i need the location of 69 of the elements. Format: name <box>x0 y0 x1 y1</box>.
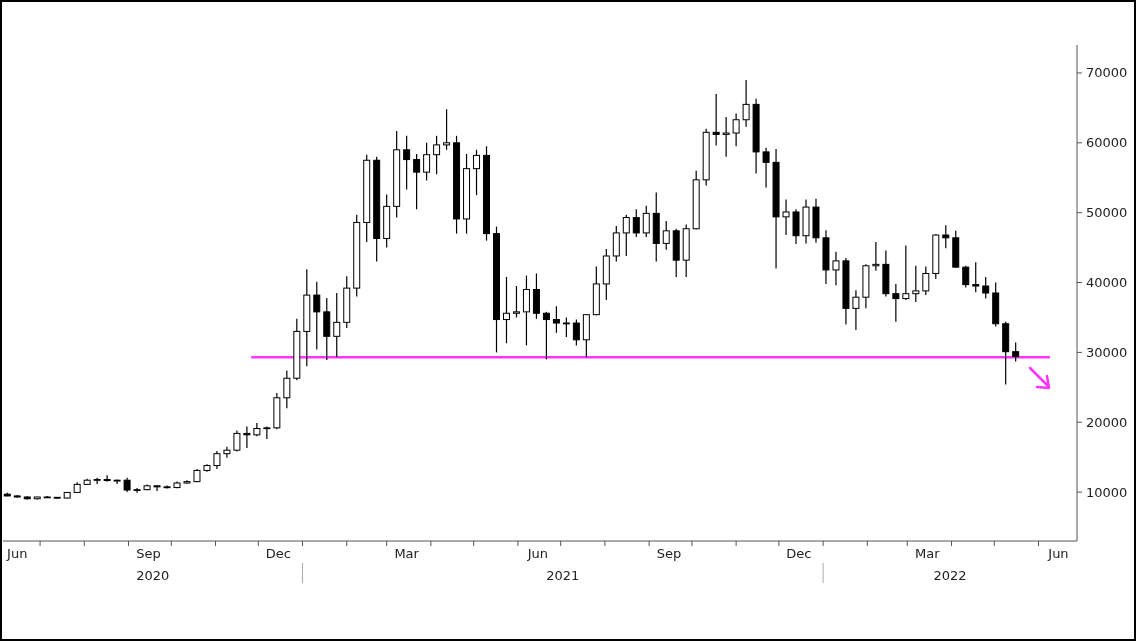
candlestick <box>243 425 251 449</box>
y-tick-label: 30000 <box>1086 344 1128 360</box>
x-tick-label: Sep <box>656 546 682 561</box>
candlestick <box>562 316 570 338</box>
x-tick-label: Mar <box>394 546 420 561</box>
candlestick <box>732 112 740 147</box>
text: 2021 <box>546 568 580 583</box>
candlestick <box>632 208 640 238</box>
y-tick-label: 20000 <box>1086 414 1128 430</box>
candlestick <box>443 108 451 151</box>
candlestick <box>912 265 920 303</box>
y-tick-label: 60000 <box>1086 135 1128 151</box>
candlestick <box>872 241 880 272</box>
x-tick-label: Dec <box>786 546 812 561</box>
candlestick <box>942 224 950 249</box>
candlestick <box>433 135 441 175</box>
candlestick <box>962 265 970 289</box>
candlestick <box>233 430 241 453</box>
candlestick <box>473 149 481 196</box>
candlestick <box>832 251 840 286</box>
candlestick <box>762 147 770 189</box>
candlestick <box>532 272 540 320</box>
x-tick-label: Sep <box>136 546 161 561</box>
candlestick <box>103 474 111 483</box>
text: 2020 <box>136 568 170 583</box>
candlestick <box>163 484 171 490</box>
candlestick <box>502 276 510 344</box>
candlestick <box>782 198 790 236</box>
candlestick <box>892 283 900 323</box>
candlestick <box>512 285 520 319</box>
candlestick <box>972 261 980 293</box>
candlestick <box>542 311 550 360</box>
candlestick <box>622 214 630 257</box>
candlestick <box>133 487 141 494</box>
candlestick <box>642 205 650 238</box>
y-tick-label: 10000 <box>1086 484 1128 500</box>
candlestick <box>213 450 221 470</box>
candlestick <box>522 274 530 346</box>
candlestick <box>283 369 291 409</box>
candlestick <box>263 425 271 440</box>
y-tick-label: 70000 <box>1086 65 1128 81</box>
candlestick <box>223 446 231 459</box>
candlestick <box>792 208 800 245</box>
candlestick <box>982 276 990 300</box>
candlestick <box>742 79 750 128</box>
y-tick-label: 40000 <box>1086 275 1128 291</box>
x-tick-label: Jun <box>6 546 28 561</box>
x-tick-label: Dec <box>265 546 291 561</box>
candlestick <box>333 292 341 358</box>
candlestick <box>722 116 730 158</box>
candlestick <box>93 477 101 485</box>
candlestick <box>662 220 670 251</box>
text: 2022 <box>933 568 967 583</box>
candlestick <box>712 93 720 147</box>
x-tick-label: Jun <box>526 546 549 561</box>
candlestick <box>403 135 411 191</box>
candlestick <box>612 225 620 263</box>
candlestick <box>922 265 930 296</box>
candlestick <box>852 289 860 331</box>
y-tick-label: 50000 <box>1086 205 1128 221</box>
candlestick <box>1012 342 1020 363</box>
candlestick <box>313 281 321 351</box>
candlestick <box>552 305 560 334</box>
candlestick <box>413 153 421 210</box>
candlestick <box>423 142 431 182</box>
candlestick <box>902 244 910 301</box>
x-tick-label: Jun <box>1047 546 1069 561</box>
x-tick-label: Mar <box>914 546 941 561</box>
candlestick <box>572 318 580 346</box>
